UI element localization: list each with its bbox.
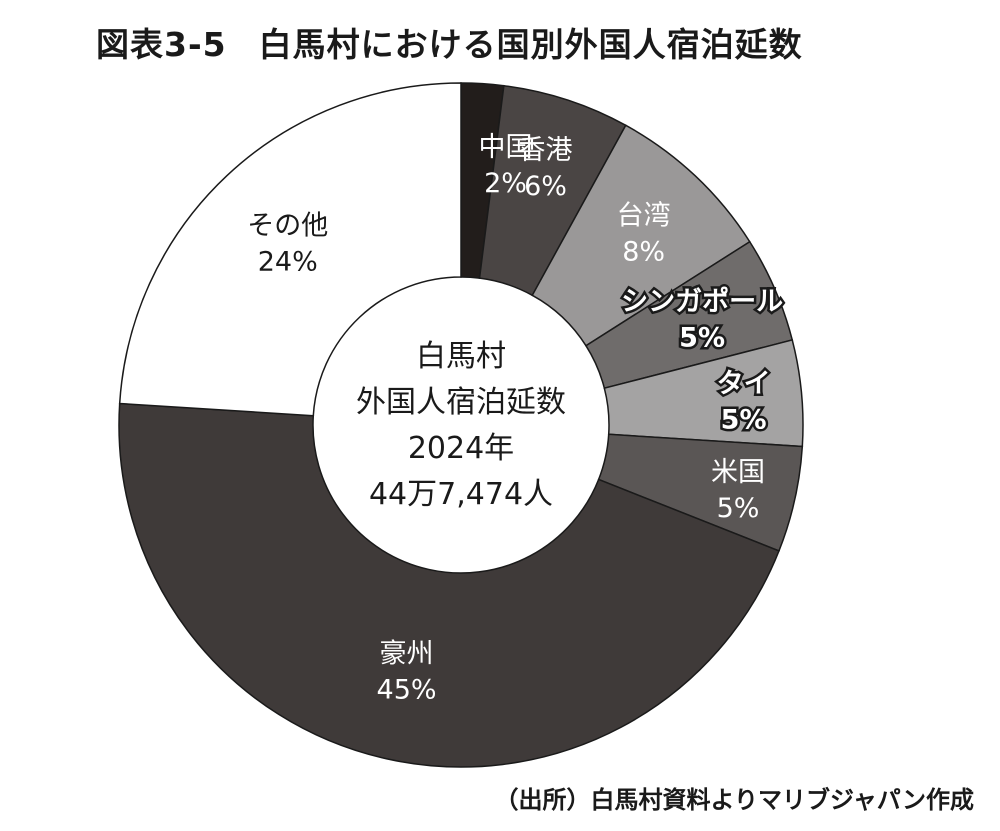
slice-name-label: 香港 bbox=[519, 135, 573, 166]
slice-name-label: 米国 bbox=[711, 457, 765, 488]
slice-percent-label: 5% bbox=[721, 404, 767, 435]
slice-name-label: タイ bbox=[717, 368, 771, 399]
slice-name-label: 台湾 bbox=[617, 201, 671, 232]
figure-title: 図表3-5 白馬村における国別外国人宿泊延数 bbox=[96, 18, 803, 66]
slice-name-label: 中国 bbox=[479, 132, 533, 163]
figure-number: 図表3-5 bbox=[96, 25, 227, 64]
slice-percent-label: 8% bbox=[622, 237, 665, 268]
slice-name-label: シンガポール bbox=[621, 286, 783, 317]
source-note: （出所）白馬村資料よりマリブジャパン作成 bbox=[494, 786, 974, 814]
center-text-line: 外国人宿泊延数 bbox=[356, 385, 566, 420]
slice-percent-label: 24% bbox=[258, 247, 318, 278]
slice-percent-label: 2% bbox=[484, 168, 527, 199]
center-text-line: 白馬村 bbox=[416, 339, 506, 374]
slice-6 bbox=[118, 402, 780, 768]
slice-7 bbox=[118, 82, 462, 417]
center-text-line: 2024年 bbox=[408, 431, 514, 466]
slice-percent-label: 5% bbox=[717, 493, 760, 524]
slice-name-label: その他 bbox=[247, 211, 328, 242]
slice-percent-label: 45% bbox=[377, 675, 437, 706]
slice-percent-label: 5% bbox=[679, 322, 725, 353]
center-text-line: 44万7,474人 bbox=[369, 477, 553, 512]
slice-name-label: 豪州 bbox=[380, 639, 434, 670]
donut-slices bbox=[118, 82, 804, 768]
figure-title-text: 白馬村における国別外国人宿泊延数 bbox=[258, 25, 803, 64]
slice-labels: 中国 2%香港 6% 台湾 8% シンガポール 5% タイ 5% 米国 5% 豪州 45% その他 24% bbox=[247, 132, 785, 706]
slice-percent-label: 6% bbox=[524, 171, 567, 202]
